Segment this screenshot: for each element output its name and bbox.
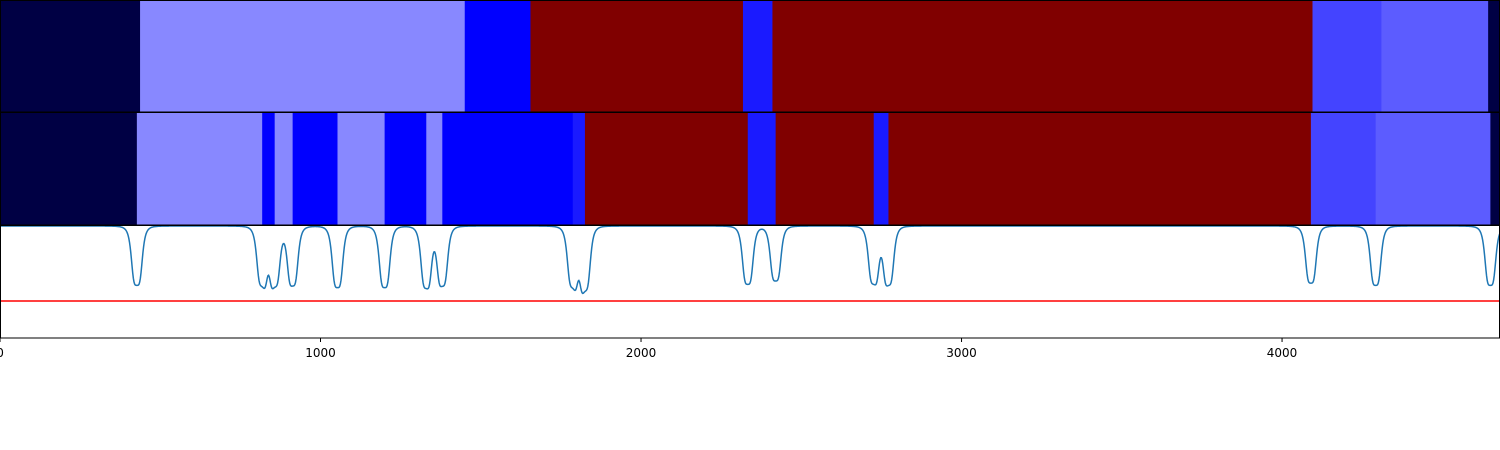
track-2-segment-12 — [747, 113, 777, 225]
track-2-segment-14 — [873, 113, 889, 225]
track-2-segment-8 — [426, 113, 443, 225]
heatmap-track-2 — [0, 113, 1500, 225]
x-tick-label-4: 3000 — [946, 346, 977, 360]
track-1-segment-4 — [530, 1, 744, 112]
track-2-segment-10 — [572, 113, 586, 225]
track-2-segment-16 — [1310, 113, 1377, 225]
track-1-segment-1 — [0, 1, 141, 112]
track-1-segment-9 — [1488, 1, 1500, 112]
signal-panel — [0, 225, 1500, 338]
track-2-segment-3 — [262, 113, 276, 225]
track-2-segment-6 — [337, 113, 386, 225]
track-1-segment-2 — [140, 1, 466, 112]
track-2-segment-17 — [1375, 113, 1491, 225]
track-2-segment-5 — [292, 113, 338, 225]
track-1-segment-5 — [742, 1, 773, 112]
track-2-segment-13 — [775, 113, 875, 225]
track-2-segment-2 — [136, 113, 263, 225]
track-1-segment-8 — [1381, 1, 1489, 112]
track-2-segment-11 — [584, 113, 749, 225]
track-2-segment-4 — [274, 113, 294, 225]
track-1-segment-7 — [1312, 1, 1382, 112]
track-2-segment-9 — [442, 113, 574, 225]
x-tick-label-3: 2000 — [626, 346, 657, 360]
x-tick-label-2: 1000 — [305, 346, 336, 360]
track-2-segment-18 — [1490, 113, 1500, 225]
track-1-segment-3 — [464, 1, 531, 112]
track-2-segment-1 — [0, 113, 138, 225]
x-axis: 0 1000 2000 3000 4000 — [0, 338, 1297, 360]
track-1-segment-6 — [772, 1, 1313, 112]
track-2-segment-7 — [384, 113, 427, 225]
x-tick-label-5: 4000 — [1267, 346, 1298, 360]
x-tick-label-1: 0 — [0, 346, 4, 360]
heatmap-track-1 — [0, 1, 1500, 112]
track-2-segment-15 — [888, 113, 1312, 225]
